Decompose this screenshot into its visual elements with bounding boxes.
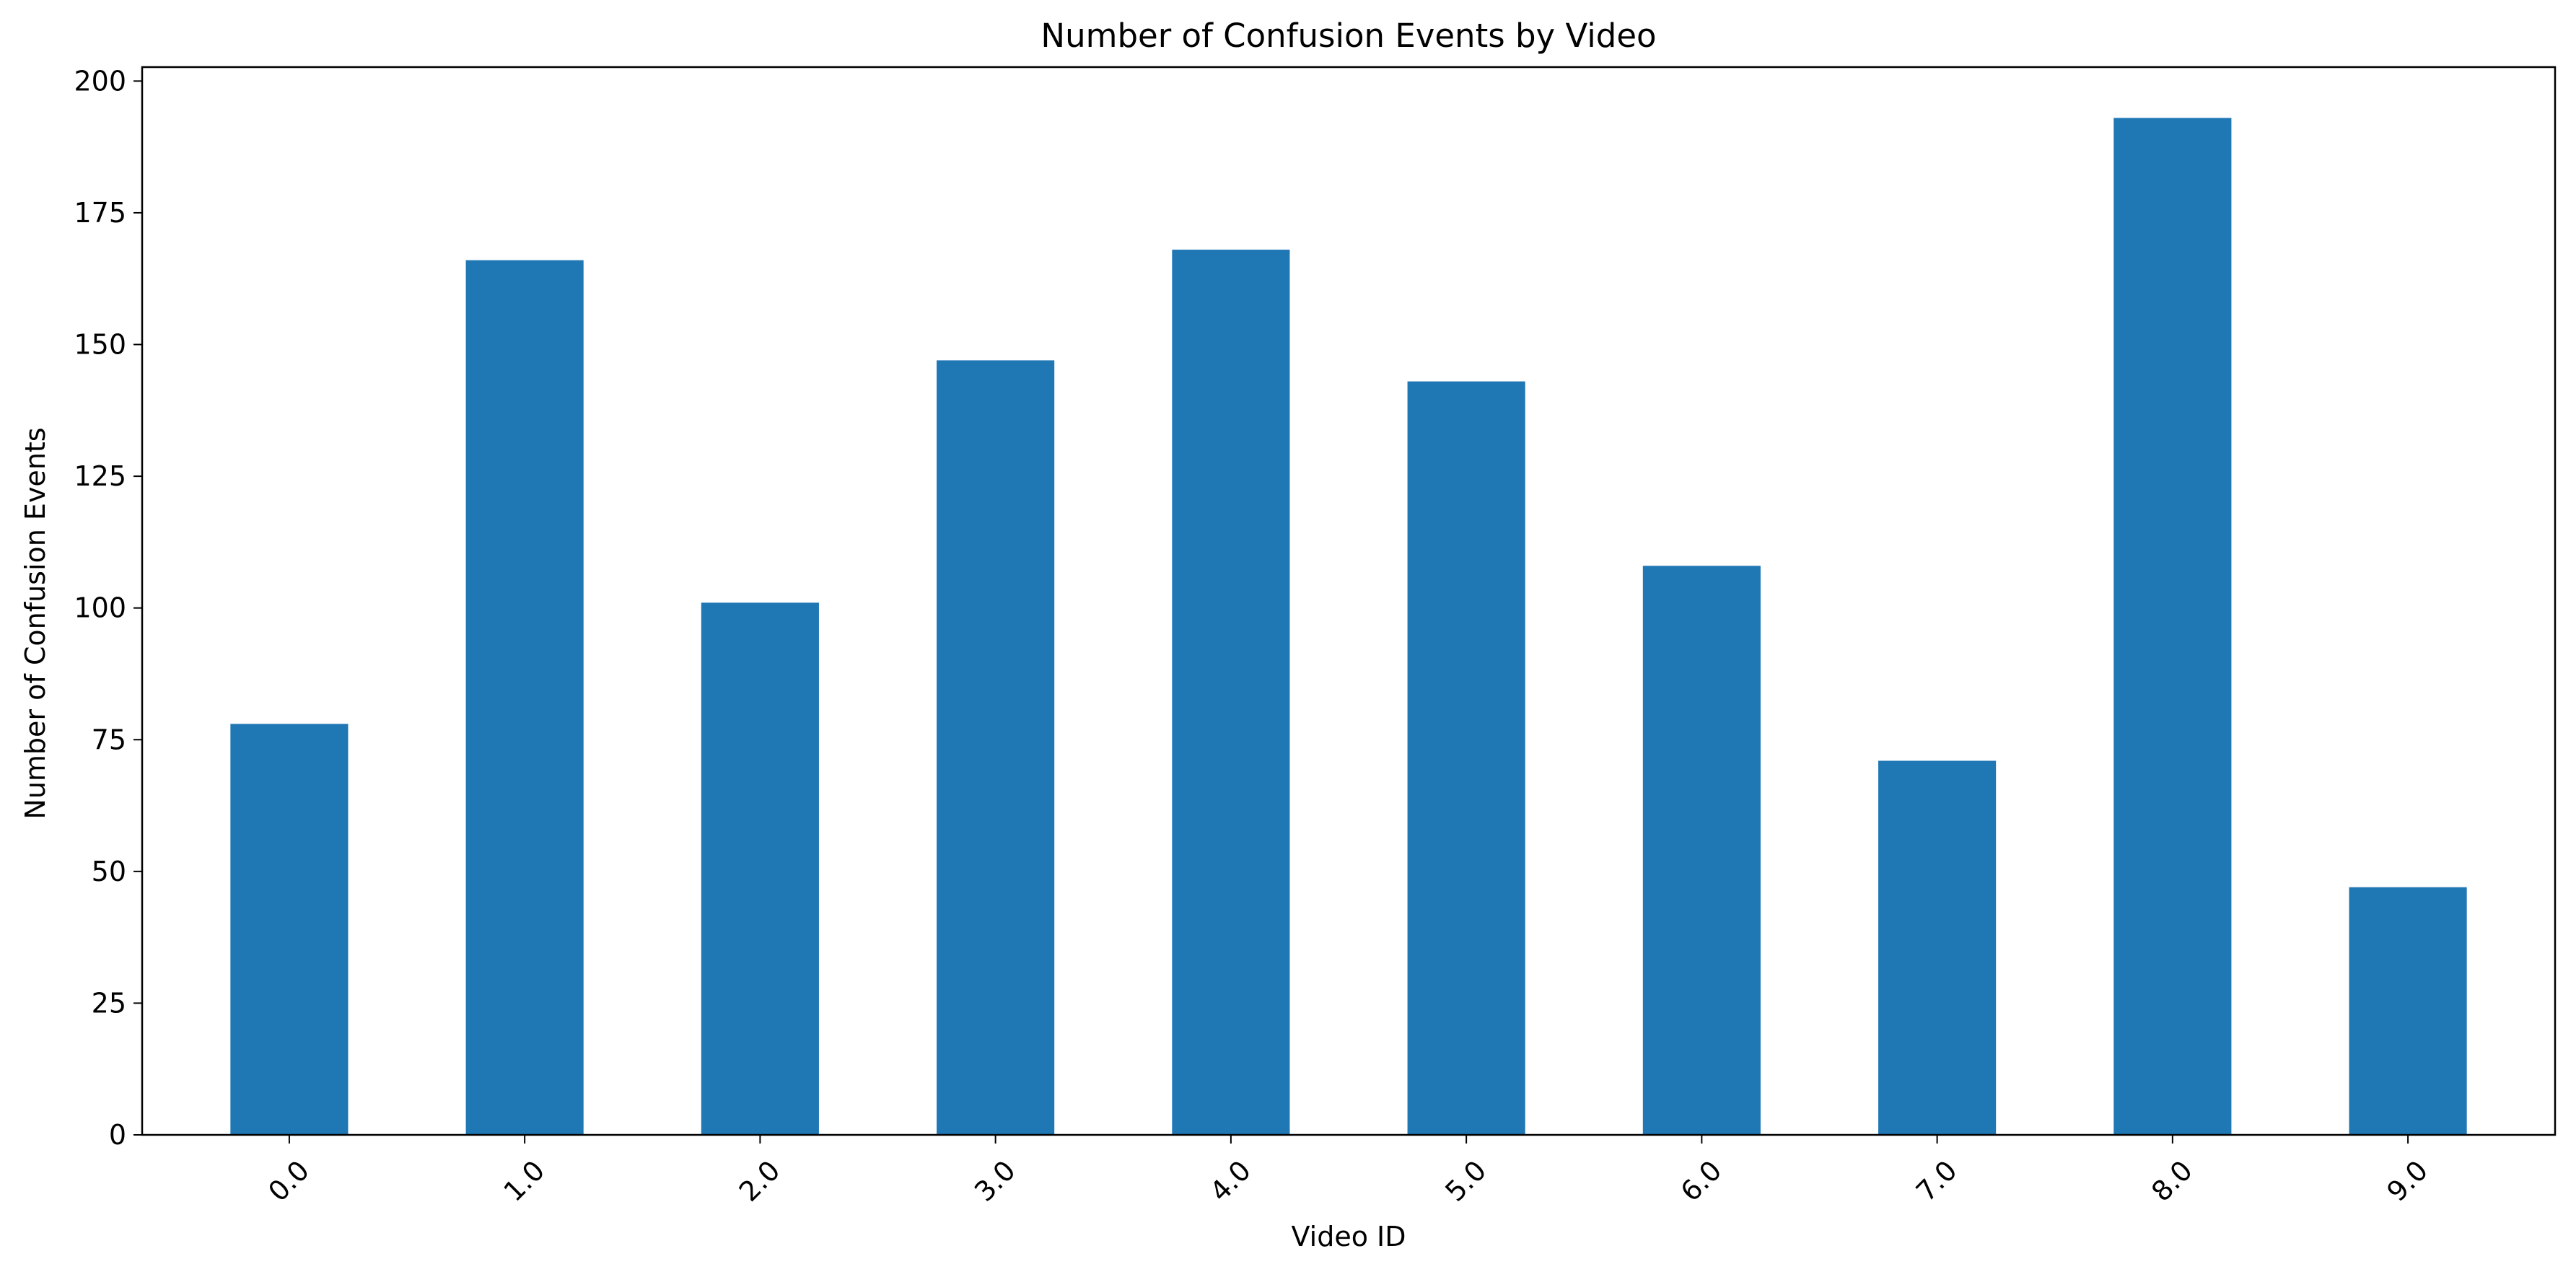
axes-frame bbox=[141, 66, 2557, 1136]
y-tick-label: 175 bbox=[74, 197, 126, 229]
y-tick-label: 0 bbox=[109, 1119, 126, 1151]
bar-9.0 bbox=[2349, 887, 2467, 1135]
bar-6.0 bbox=[1642, 566, 1761, 1135]
chart-title: Number of Confusion Events by Video bbox=[1041, 17, 1656, 55]
x-tick-label: 0.0 bbox=[262, 1154, 315, 1208]
y-tick-label: 50 bbox=[92, 856, 126, 887]
x-tick-label: 4.0 bbox=[1204, 1154, 1257, 1208]
bar-0.0 bbox=[230, 724, 349, 1135]
x-tick-label: 3.0 bbox=[968, 1154, 1022, 1208]
y-tick-label: 125 bbox=[74, 460, 126, 492]
y-tick-label: 200 bbox=[74, 65, 126, 97]
x-tick-label: 6.0 bbox=[1675, 1154, 1728, 1208]
y-axis-label: Number of Confusion Events bbox=[19, 427, 51, 819]
plot-area: 0 25 50 75 100 125 150 175 200 0.0 1.0 2.0 3.0 4.0 5.0… bbox=[74, 65, 2557, 1208]
bar-8.0 bbox=[2113, 118, 2232, 1136]
y-tick-label: 100 bbox=[74, 592, 126, 624]
bar-3.0 bbox=[937, 360, 1055, 1135]
x-tick-label: 2.0 bbox=[733, 1154, 787, 1208]
bar-2.0 bbox=[701, 602, 819, 1135]
x-tick-label: 1.0 bbox=[497, 1154, 551, 1208]
bar-7.0 bbox=[1878, 760, 1997, 1135]
bar-1.0 bbox=[465, 260, 584, 1135]
x-tick-label: 7.0 bbox=[1910, 1154, 1963, 1208]
x-tick-label: 5.0 bbox=[1439, 1154, 1492, 1208]
y-tick-label: 150 bbox=[74, 329, 126, 361]
x-tick-label: 9.0 bbox=[2380, 1154, 2434, 1208]
y-tick-label: 75 bbox=[92, 724, 126, 755]
bar-5.0 bbox=[1407, 381, 1525, 1135]
y-tick-label: 25 bbox=[92, 987, 126, 1019]
x-tick-label: 8.0 bbox=[2145, 1154, 2199, 1208]
x-axis-label: Video ID bbox=[1291, 1221, 1406, 1252]
bar-4.0 bbox=[1172, 250, 1290, 1135]
